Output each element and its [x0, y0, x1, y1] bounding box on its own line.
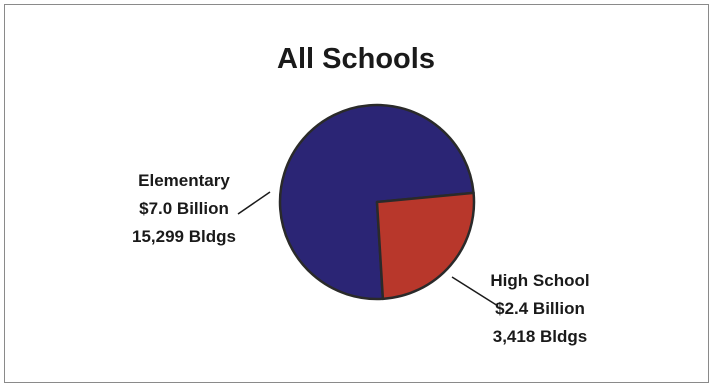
pie-slices: [278, 103, 476, 301]
leader-line-elementary: [237, 191, 271, 215]
slice-label-high-school-value: $2.4 Billion: [495, 299, 585, 318]
slice-label-elementary-buildings: 15,299 Bldgs: [132, 227, 236, 246]
slice-label-high-school-buildings: 3,418 Bldgs: [493, 327, 588, 346]
slice-label-elementary-name: Elementary: [138, 171, 230, 190]
pie-slice-high-school: [375, 191, 476, 301]
slice-label-high-school-name: High School: [490, 271, 589, 290]
slice-label-elementary-value: $7.0 Billion: [139, 199, 229, 218]
chart-title: All Schools: [277, 43, 435, 75]
leader-line-high-school: [451, 276, 499, 307]
